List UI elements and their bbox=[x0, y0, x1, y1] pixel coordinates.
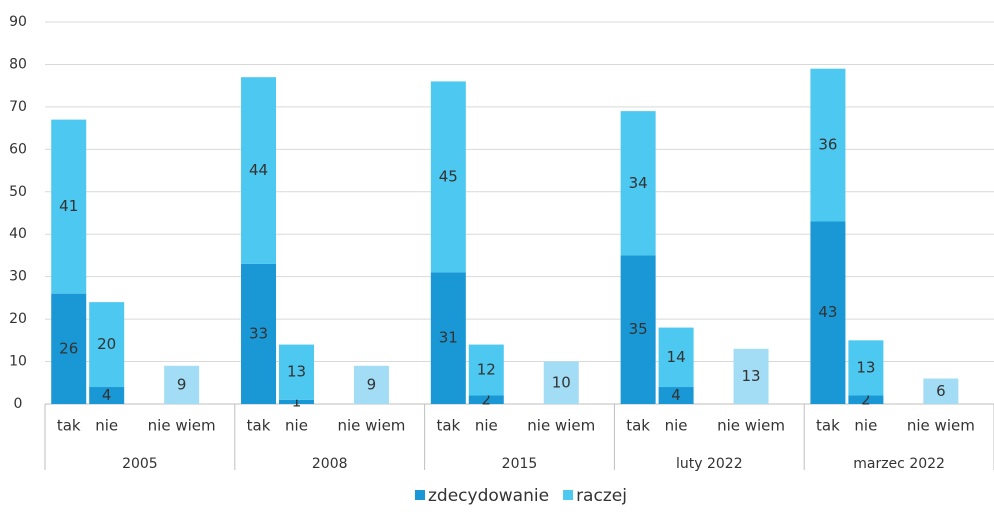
x-tick-label: tak bbox=[436, 417, 460, 435]
data-label: 14 bbox=[667, 348, 686, 366]
data-label: 9 bbox=[177, 375, 187, 393]
bar bbox=[543, 361, 579, 404]
data-label: 35 bbox=[629, 320, 648, 338]
data-label: 26 bbox=[59, 339, 78, 357]
x-tick-label: nie bbox=[285, 417, 308, 435]
data-label: 41 bbox=[59, 197, 78, 215]
x-tick-label: nie bbox=[854, 417, 877, 435]
bar bbox=[468, 344, 504, 396]
group-label: marzec 2022 bbox=[853, 456, 945, 472]
data-label: 45 bbox=[439, 167, 458, 185]
bar bbox=[810, 68, 846, 222]
legend-swatch bbox=[415, 490, 425, 500]
group-label: 2015 bbox=[502, 456, 538, 472]
group-label: 2008 bbox=[312, 456, 348, 472]
bar bbox=[848, 395, 884, 404]
y-tick-label: 70 bbox=[9, 99, 27, 115]
data-label: 36 bbox=[818, 136, 837, 154]
data-label: 33 bbox=[249, 324, 268, 342]
bar bbox=[658, 327, 694, 388]
x-tick-label: nie bbox=[95, 417, 118, 435]
data-label: 4 bbox=[671, 386, 681, 404]
x-tick-label: nie wiem bbox=[717, 417, 785, 435]
y-tick-label: 80 bbox=[9, 56, 27, 72]
data-label: 12 bbox=[477, 361, 496, 379]
y-tick-label: 40 bbox=[9, 226, 27, 242]
data-label: 20 bbox=[97, 335, 116, 353]
legend-swatch bbox=[563, 490, 574, 500]
x-tick-label: tak bbox=[57, 417, 81, 435]
x-tick-label: nie bbox=[475, 417, 498, 435]
bar bbox=[51, 119, 87, 294]
legend-label: raczej bbox=[576, 486, 627, 506]
y-tick-label: 10 bbox=[9, 354, 27, 370]
group-label: 2005 bbox=[122, 456, 158, 472]
x-tick-label: nie wiem bbox=[527, 417, 595, 435]
x-tick-label: nie wiem bbox=[907, 417, 975, 435]
y-tick-label: 0 bbox=[14, 396, 23, 412]
data-label: 10 bbox=[552, 373, 571, 391]
data-label: 13 bbox=[856, 358, 875, 376]
x-tick-label: nie wiem bbox=[148, 417, 216, 435]
bar bbox=[620, 255, 656, 404]
data-label: 13 bbox=[287, 363, 306, 381]
data-label: 4 bbox=[102, 386, 112, 404]
bar bbox=[468, 395, 504, 404]
bar bbox=[51, 293, 87, 404]
x-tick-label: tak bbox=[626, 417, 650, 435]
bar bbox=[89, 387, 125, 404]
bar bbox=[923, 378, 959, 404]
bar bbox=[241, 263, 277, 404]
data-label: 6 bbox=[936, 382, 946, 400]
bar bbox=[658, 387, 694, 404]
data-label: 44 bbox=[249, 161, 268, 179]
bar bbox=[353, 365, 389, 404]
bar bbox=[848, 340, 884, 396]
bar bbox=[241, 77, 277, 264]
data-label: 2 bbox=[482, 390, 492, 408]
y-tick-label: 20 bbox=[9, 311, 27, 327]
data-label: 9 bbox=[367, 375, 377, 393]
bar bbox=[430, 81, 466, 273]
data-label: 1 bbox=[292, 392, 302, 410]
bar bbox=[620, 111, 656, 256]
x-tick-label: nie bbox=[665, 417, 688, 435]
y-tick-label: 50 bbox=[9, 184, 27, 200]
bar bbox=[810, 221, 846, 404]
bar bbox=[733, 348, 769, 404]
bar bbox=[278, 344, 314, 400]
data-label: 31 bbox=[439, 329, 458, 347]
data-label: 13 bbox=[742, 367, 761, 385]
group-label: luty 2022 bbox=[676, 456, 743, 472]
y-tick-label: 90 bbox=[9, 14, 27, 30]
x-tick-label: nie wiem bbox=[337, 417, 405, 435]
y-tick-label: 30 bbox=[9, 269, 27, 285]
x-tick-label: tak bbox=[816, 417, 840, 435]
bar bbox=[430, 272, 466, 404]
bar bbox=[164, 365, 200, 404]
x-tick-label: tak bbox=[247, 417, 271, 435]
data-label: 34 bbox=[629, 174, 648, 192]
data-label: 43 bbox=[818, 303, 837, 321]
data-label: 2 bbox=[861, 390, 871, 408]
bar bbox=[278, 399, 314, 404]
legend-label: zdecydowanie bbox=[428, 486, 549, 506]
y-tick-label: 60 bbox=[9, 141, 27, 157]
bar bbox=[89, 302, 125, 388]
